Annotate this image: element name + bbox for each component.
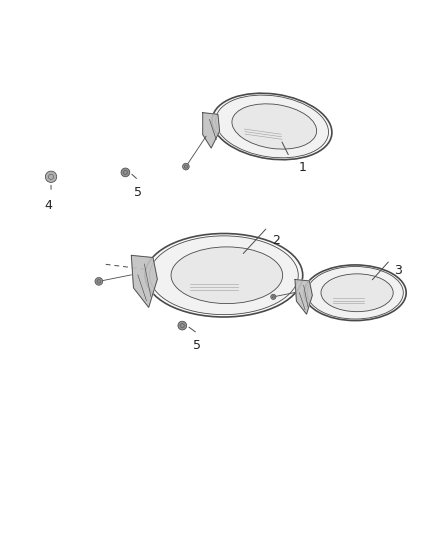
Ellipse shape <box>145 233 302 317</box>
Ellipse shape <box>320 274 392 312</box>
Circle shape <box>45 171 57 182</box>
Circle shape <box>121 168 130 177</box>
Circle shape <box>270 294 276 300</box>
Text: 1: 1 <box>297 161 305 174</box>
Circle shape <box>177 321 186 330</box>
Text: 3: 3 <box>394 264 402 277</box>
Text: 2: 2 <box>272 233 279 247</box>
Circle shape <box>95 278 102 285</box>
Ellipse shape <box>149 236 297 314</box>
Text: 4: 4 <box>44 199 52 212</box>
Polygon shape <box>294 279 311 314</box>
Ellipse shape <box>306 266 403 319</box>
Ellipse shape <box>231 104 316 149</box>
Ellipse shape <box>171 247 282 304</box>
Circle shape <box>182 163 189 170</box>
Polygon shape <box>131 255 157 308</box>
Text: 5: 5 <box>193 338 201 352</box>
Polygon shape <box>202 112 219 148</box>
Ellipse shape <box>212 93 331 160</box>
Ellipse shape <box>304 265 405 320</box>
Text: 5: 5 <box>134 185 142 198</box>
Ellipse shape <box>215 95 328 158</box>
